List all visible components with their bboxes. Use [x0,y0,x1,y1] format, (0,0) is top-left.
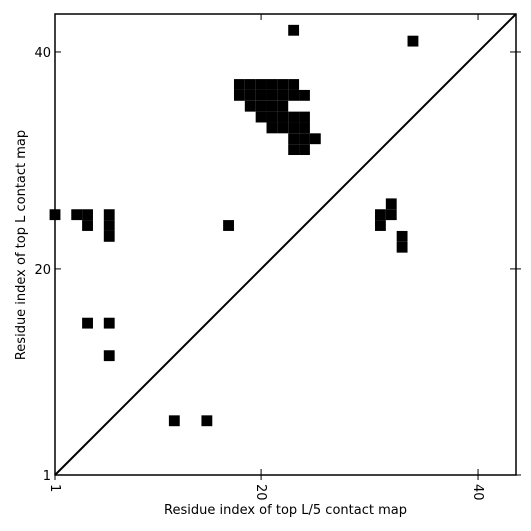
contact-cell [288,89,300,101]
x-axis-ticks: 1 20 40 [47,14,485,501]
contact-cell [288,144,300,156]
contact-cell [82,317,93,329]
contact-cell [288,24,300,36]
contact-cell [255,111,267,123]
contact-cell [309,133,321,145]
contact-cell [223,220,234,231]
contact-cell [266,122,278,134]
x-tick-label: 40 [470,484,485,501]
diagonal-line [54,13,517,476]
contact-cell [103,220,115,231]
contact-cell [255,100,267,112]
contact-cell [103,230,115,242]
contact-cell [244,89,256,101]
contact-cell [266,79,278,90]
contact-cell [299,122,310,134]
contact-cell [374,220,386,231]
contact-cell [244,79,256,90]
contact-cell [233,89,245,101]
contact-cell [266,100,278,112]
contact-cell [82,220,93,231]
plot-frame [54,13,517,476]
contact-cell [299,133,310,145]
contact-cell [277,89,289,101]
contact-cell [277,122,289,134]
contact-cell [255,79,267,90]
y-tick-label: 20 [34,263,51,278]
contact-cell [103,209,115,221]
contact-cell [299,111,310,123]
contact-cell [396,241,408,253]
y-axis-label: Residue index of top L contact map [14,130,29,360]
contact-cell [255,89,267,101]
x-tick-label: 1 [47,484,62,492]
y-tick-label: 1 [43,469,51,484]
contact-cell [288,133,300,145]
x-tick-label: 20 [253,484,268,501]
contact-cell [201,415,213,427]
contact-cell [374,209,386,221]
contact-cell [277,100,289,112]
contact-cell [82,209,93,221]
contact-cell [288,111,300,123]
contact-cell [277,111,289,123]
contact-cell [288,79,300,90]
contact-cell [266,111,278,123]
contact-cell [299,89,310,101]
contact-cell [244,100,256,112]
contact-cell [103,317,115,329]
y-axis-ticks: 1 20 40 [34,46,521,484]
contact-cell [385,198,397,210]
contact-cell [385,209,397,221]
contact-cell [396,230,408,242]
contact-cell [103,350,115,362]
contact-cell [299,144,310,156]
contact-cell [233,79,245,90]
contact-cell [277,79,289,90]
contact-cell [288,122,300,134]
contact-cell [71,209,83,221]
contact-cell [266,89,278,101]
x-axis-label: Residue index of top L/5 contact map [164,503,407,518]
contact-cells [49,24,419,427]
contact-cell [407,35,419,47]
contact-cell [168,415,180,427]
y-tick-label: 40 [34,46,51,61]
